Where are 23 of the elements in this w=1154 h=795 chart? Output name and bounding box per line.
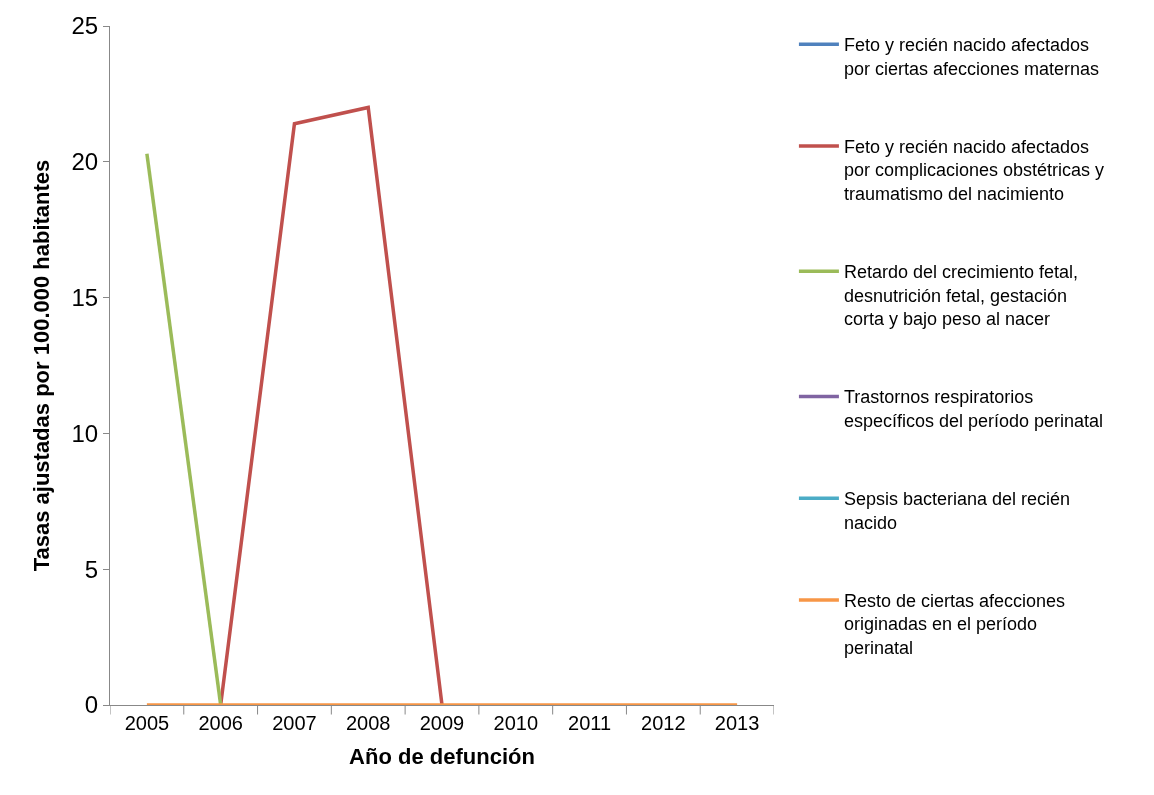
x-tick-label: 2007 (272, 712, 317, 734)
y-tick-label: 25 (71, 12, 99, 40)
y-tick-label: 20 (71, 148, 99, 176)
x-tick-label: 2011 (568, 712, 612, 734)
x-tick-label: 2010 (493, 712, 539, 734)
legend-label: Resto de ciertas afecciones originadas en el período perinatal (843, 591, 1066, 658)
legend-label: Retardo del crecimiento fetal, desnutrición fetal, gestación corta y bajo peso al nacer (843, 262, 1079, 330)
x-tick-label: 2006 (198, 712, 243, 734)
legend-label: Feto y recién nacido afectados por ciertas afecciones maternas (843, 35, 1100, 79)
y-tick-label: 10 (71, 419, 99, 447)
x-tick-label: 2008 (345, 712, 391, 734)
x-tick-label: 2013 (714, 712, 760, 734)
y-tick-label: 5 (84, 555, 99, 583)
y-tick-label: 0 (84, 691, 99, 719)
x-tick-label: 2005 (124, 712, 170, 734)
legend-label: Sepsis bacteriana del recién nacido (843, 489, 1071, 533)
x-tick-label: 2012 (641, 712, 686, 734)
y-tick-label: 15 (71, 284, 99, 311)
legend-label: Trastornos respiratorios específicos del período perinatal (843, 387, 1104, 431)
legend-label: Feto y recién nacido afectados por complicaciones obstétricas y traumatismo del nacimiento (843, 137, 1105, 204)
y-axis-title: Tasas ajustadas por 100.000 habitantes (29, 159, 55, 572)
x-axis-title: Año de defunción (349, 743, 535, 769)
x-tick-label: 2009 (419, 712, 465, 734)
